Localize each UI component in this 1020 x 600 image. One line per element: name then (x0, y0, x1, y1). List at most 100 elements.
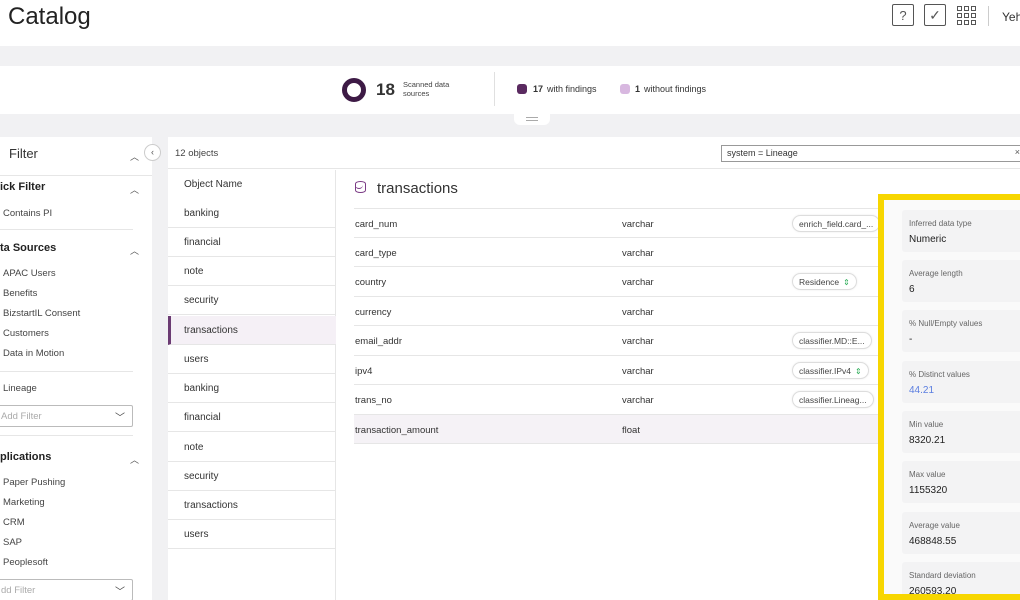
object-row[interactable]: banking (168, 374, 336, 403)
page-title: Catalog (8, 3, 91, 30)
column-name: card_type (355, 247, 397, 259)
summary-collapse-handle[interactable] (514, 113, 550, 125)
divider (168, 168, 1020, 169)
column-row[interactable]: currency varchar (354, 297, 884, 326)
object-row[interactable]: users (168, 345, 336, 374)
stat-value: 6 (909, 284, 915, 295)
without-findings-stat[interactable]: 1 without findings (635, 84, 706, 94)
user-name[interactable]: Yeh (1002, 10, 1020, 24)
with-findings-stat[interactable]: 17 with findings (533, 84, 597, 94)
database-table-icon (355, 181, 366, 193)
column-name: ipv4 (355, 365, 373, 377)
stat-value: 8320.21 (909, 435, 946, 446)
stat-label: % Null/Empty values (909, 319, 983, 328)
filter-item-contains-pi[interactable]: Contains PI (3, 208, 53, 219)
quick-filter-chevron-icon[interactable]: ︿ (130, 185, 140, 195)
filter-item-bizstartil-consent[interactable]: BizstartIL Consent (3, 308, 81, 319)
filter-item-data-in-motion[interactable]: Data in Motion (3, 348, 65, 359)
object-row[interactable]: financial (168, 403, 336, 432)
stat-value: - (909, 334, 913, 345)
object-row[interactable]: users (168, 520, 336, 549)
app-grid-icon[interactable] (955, 4, 977, 26)
object-row[interactable]: note (168, 257, 336, 286)
object-row[interactable]: security (168, 462, 336, 491)
stat-card: % Null/Empty values - (902, 310, 1020, 352)
filter-item-paper-pushing[interactable]: Paper Pushing (3, 477, 66, 488)
stat-label: % Distinct values (909, 370, 970, 379)
object-row[interactable]: transactions (168, 491, 336, 520)
object-row[interactable]: banking (168, 199, 336, 228)
stat-card: Average value 468848.55 (902, 512, 1020, 554)
classification-tag[interactable]: Residence ⇕ (792, 273, 857, 290)
column-name: email_addr (355, 336, 402, 347)
column-statistics-panel: Inferred data type Numeric Average lengt… (878, 194, 1020, 600)
column-type: float (622, 424, 640, 436)
data-sources-chevron-icon[interactable]: ︿ (130, 246, 140, 256)
scanned-count: 18 (376, 80, 395, 99)
applications-chevron-icon[interactable]: ︿ (130, 455, 140, 465)
stat-value[interactable]: 44.21 (909, 385, 935, 396)
object-row[interactable]: note (168, 433, 336, 462)
stat-label: Standard deviation (909, 571, 976, 580)
filter-item-benefits[interactable]: Benefits (3, 288, 38, 299)
filter-item-crm[interactable]: CRM (3, 517, 25, 528)
tasks-icon[interactable]: ✓ (924, 4, 946, 26)
stat-label: Average length (909, 269, 963, 278)
column-row[interactable]: card_num varchar enrich_field.card_... (354, 208, 884, 238)
without-findings-count: 1 (635, 84, 641, 94)
filter-collapse-chevron-icon[interactable]: ︿ (130, 152, 140, 162)
column-row[interactable]: card_type varchar (354, 238, 884, 267)
column-type: varchar (622, 277, 654, 288)
summary-divider (494, 72, 495, 106)
divider (0, 435, 133, 436)
classification-tag[interactable]: classifier.MD::E... (792, 332, 872, 349)
without-findings-label: without findings (644, 84, 707, 94)
quick-filter-title[interactable]: ick Filter (0, 181, 46, 193)
filter-item-peoplesoft[interactable]: Peoplesoft (3, 557, 48, 568)
tag-label: classifier.IPv4 (799, 365, 851, 376)
object-row-selected[interactable]: transactions (168, 316, 336, 345)
stat-card: Standard deviation 260593.20 (902, 562, 1020, 594)
object-list: Object Name banking financial note secur… (168, 170, 336, 600)
stat-label: Average value (909, 521, 960, 530)
stat-value: Numeric (909, 234, 947, 245)
help-icon[interactable]: ? (892, 4, 914, 26)
with-findings-count: 17 (533, 84, 544, 94)
applications-title[interactable]: plications (0, 451, 52, 463)
column-type: varchar (622, 395, 654, 406)
classification-tag[interactable]: classifier.Lineag... (792, 391, 874, 408)
filter-item-marketing[interactable]: Marketing (3, 497, 45, 508)
stat-card: % Distinct values 44.21 (902, 361, 1020, 403)
collapse-panel-chevron-left-icon[interactable]: ‹ (144, 144, 161, 161)
filter-item-sap[interactable]: SAP (3, 537, 23, 548)
top-header: Catalog ? ✓ Yeh (0, 0, 1020, 46)
column-type: varchar (622, 219, 654, 230)
column-type: varchar (622, 306, 654, 318)
chevron-down-icon: ﹀ (115, 413, 125, 424)
data-sources-title[interactable]: ta Sources (0, 242, 57, 254)
filter-item-lineage[interactable]: Lineage (3, 383, 37, 394)
classification-tag[interactable]: classifier.IPv4 ⇕ (792, 361, 869, 379)
object-row[interactable]: security (168, 286, 336, 315)
applications-add-filter-select[interactable]: dd Filter ﹀ (0, 579, 133, 600)
classification-tag[interactable]: enrich_field.card_... (792, 215, 881, 232)
stat-card: Average length 6 (902, 260, 1020, 302)
search-value: system = Lineage (727, 148, 798, 158)
search-input[interactable]: system = Lineage × (721, 145, 1020, 162)
column-row[interactable]: email_addr varchar classifier.MD::E... (354, 326, 884, 356)
tag-label: Residence (799, 277, 840, 287)
with-findings-label: with findings (547, 84, 597, 94)
divider (0, 175, 152, 176)
object-name-header[interactable]: Object Name (184, 179, 243, 190)
stat-card: Min value 8320.21 (902, 411, 1020, 453)
column-row-selected[interactable]: transaction_amount float (354, 414, 884, 444)
data-sources-add-filter-select[interactable]: Add Filter ﹀ (0, 405, 133, 427)
stat-label: Min value (909, 420, 944, 429)
column-row[interactable]: ipv4 varchar classifier.IPv4 ⇕ (354, 356, 884, 385)
filter-item-customers[interactable]: Customers (3, 328, 49, 339)
filter-item-apac-users[interactable]: APAC Users (3, 268, 56, 279)
object-row[interactable]: financial (168, 228, 336, 257)
clear-search-icon[interactable]: × (1014, 147, 1020, 157)
column-row[interactable]: trans_no varchar classifier.Lineag... (354, 385, 884, 415)
column-row[interactable]: country varchar Residence ⇕ (354, 267, 884, 297)
